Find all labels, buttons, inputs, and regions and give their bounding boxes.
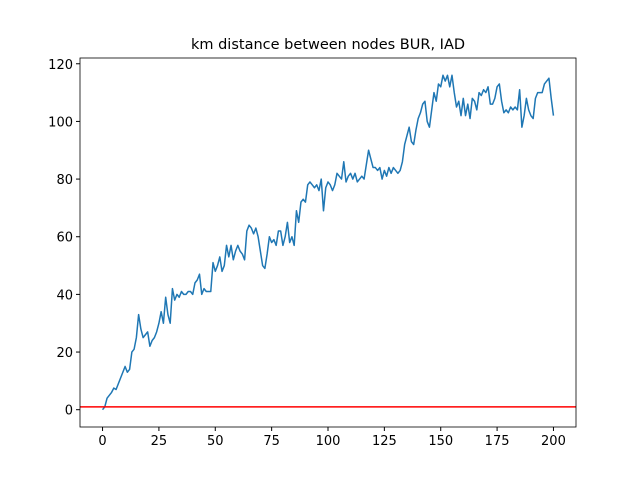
x-tick-label: 150 (428, 434, 453, 449)
y-tick-label: 20 (56, 346, 73, 361)
x-tick-label: 200 (541, 434, 566, 449)
y-tick-label: 120 (48, 58, 73, 73)
y-tick-label: 40 (56, 288, 73, 303)
x-tick-label: 100 (316, 434, 341, 449)
y-tick-label: 80 (56, 173, 73, 188)
y-tick-label: 60 (56, 231, 73, 246)
line-series (101, 74, 555, 411)
x-tick-label: 175 (485, 434, 510, 449)
x-tick-label: 25 (151, 434, 168, 449)
y-tick-label: 100 (48, 115, 73, 130)
x-tick-label: 0 (98, 434, 106, 449)
x-tick-label: 125 (372, 434, 397, 449)
chart-title: km distance between nodes BUR, IAD (191, 37, 465, 53)
y-tick-label: 0 (65, 404, 73, 419)
x-tick-label: 50 (207, 434, 224, 449)
plot-frame (79, 57, 577, 428)
x-tick-label: 75 (263, 434, 280, 449)
